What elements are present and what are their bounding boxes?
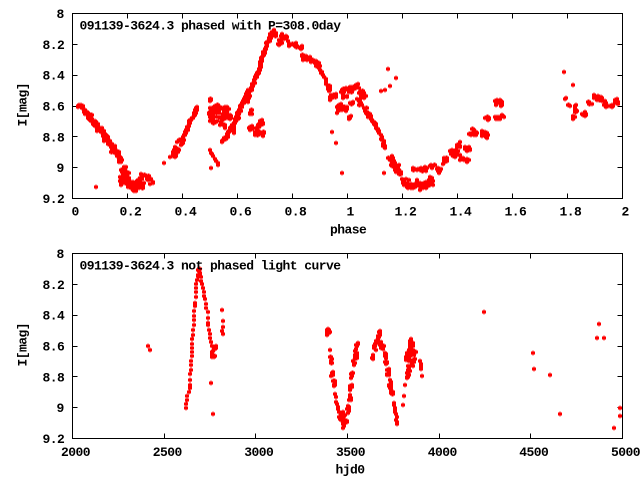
svg-text:091139-3624.3 phased with P=30: 091139-3624.3 phased with P=308.0day [80, 19, 342, 34]
svg-text:phase: phase [330, 223, 367, 238]
svg-text:2000: 2000 [61, 445, 91, 460]
svg-text:9: 9 [57, 161, 65, 176]
svg-text:8.2: 8.2 [43, 278, 66, 293]
svg-text:0.4: 0.4 [175, 205, 198, 220]
svg-text:8.4: 8.4 [43, 69, 66, 84]
svg-text:8.6: 8.6 [43, 340, 66, 355]
svg-text:1.6: 1.6 [505, 205, 528, 220]
svg-text:4000: 4000 [428, 445, 458, 460]
svg-text:0.6: 0.6 [230, 205, 253, 220]
svg-text:3000: 3000 [244, 445, 274, 460]
svg-text:I[mag]: I[mag] [16, 323, 31, 367]
svg-text:hjd0: hjd0 [336, 463, 366, 478]
svg-text:1.4: 1.4 [450, 205, 473, 220]
svg-text:8.8: 8.8 [43, 130, 66, 145]
svg-text:8.8: 8.8 [43, 370, 66, 385]
svg-text:9: 9 [57, 401, 65, 416]
svg-text:0: 0 [72, 205, 80, 220]
svg-text:2500: 2500 [153, 445, 183, 460]
svg-text:1: 1 [347, 205, 355, 220]
svg-text:1.8: 1.8 [560, 205, 583, 220]
svg-text:9.2: 9.2 [43, 432, 66, 447]
svg-text:5000: 5000 [611, 445, 640, 460]
svg-text:9.2: 9.2 [43, 192, 66, 207]
svg-text:8: 8 [57, 7, 65, 22]
svg-text:8.4: 8.4 [43, 309, 66, 324]
svg-text:8.6: 8.6 [43, 100, 66, 115]
svg-text:8: 8 [57, 247, 65, 262]
svg-text:4500: 4500 [519, 445, 549, 460]
svg-text:I[mag]: I[mag] [16, 83, 31, 127]
svg-text:8.2: 8.2 [43, 38, 66, 53]
svg-text:091139-3624.3 not phased light: 091139-3624.3 not phased light curve [80, 259, 342, 274]
svg-text:3500: 3500 [336, 445, 366, 460]
svg-text:0.8: 0.8 [285, 205, 308, 220]
svg-text:1.2: 1.2 [395, 205, 418, 220]
svg-text:2: 2 [622, 205, 630, 220]
svg-text:0.2: 0.2 [120, 205, 143, 220]
